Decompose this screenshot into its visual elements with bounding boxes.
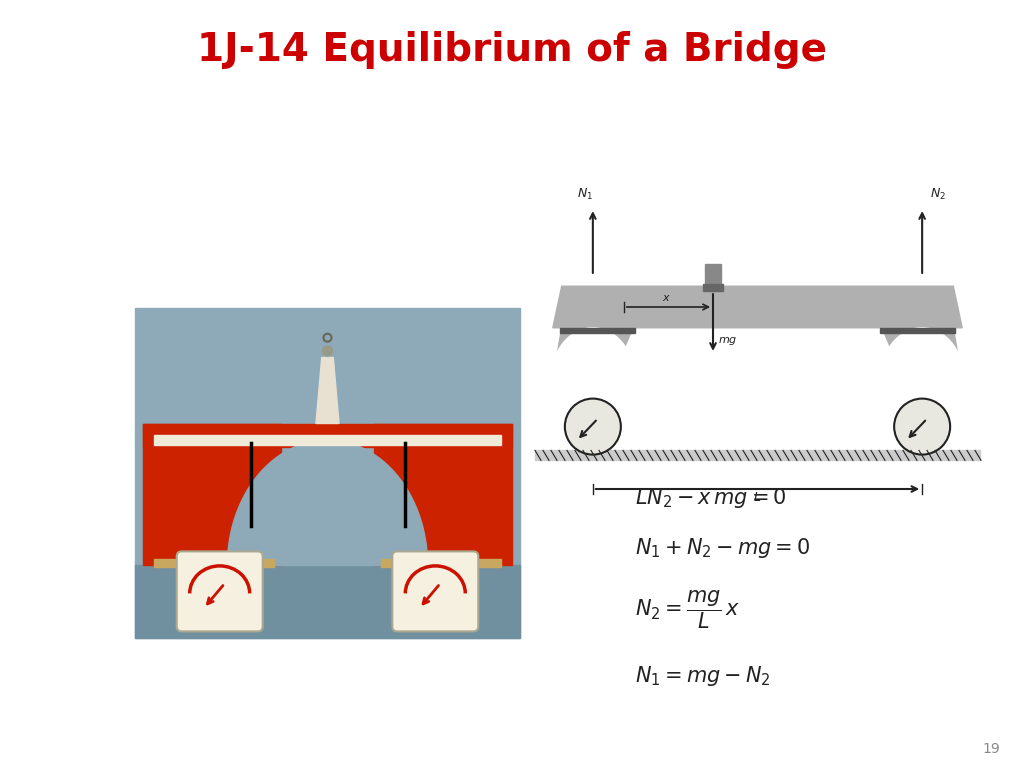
Text: 1J-14 Equilibrium of a Bridge: 1J-14 Equilibrium of a Bridge: [197, 31, 827, 69]
Text: $x$: $x$: [663, 293, 672, 303]
Polygon shape: [142, 423, 282, 565]
Polygon shape: [882, 328, 963, 380]
Text: $mg$: $mg$: [718, 336, 737, 347]
Text: $N_1 = mg - N_2$: $N_1 = mg - N_2$: [635, 664, 771, 688]
Circle shape: [565, 399, 621, 455]
Polygon shape: [135, 308, 520, 638]
Polygon shape: [155, 435, 501, 445]
Polygon shape: [142, 423, 512, 447]
Bar: [880, 328, 955, 333]
Bar: [155, 559, 273, 567]
Bar: [381, 559, 501, 567]
Polygon shape: [181, 440, 474, 565]
Text: $N_1$: $N_1$: [577, 187, 593, 202]
Bar: [703, 284, 723, 291]
Polygon shape: [551, 328, 635, 380]
Bar: [560, 328, 635, 333]
Polygon shape: [374, 423, 512, 565]
Text: $N_2 = \dfrac{mg}{L}\,x$: $N_2 = \dfrac{mg}{L}\,x$: [635, 589, 740, 631]
FancyBboxPatch shape: [177, 551, 263, 631]
Circle shape: [894, 399, 950, 455]
Bar: [705, 264, 721, 286]
Polygon shape: [880, 328, 965, 380]
Text: 19: 19: [982, 742, 1000, 756]
Circle shape: [323, 346, 333, 356]
Polygon shape: [553, 286, 963, 328]
Polygon shape: [553, 328, 633, 380]
FancyBboxPatch shape: [392, 551, 478, 631]
Text: $N_1 + N_2 - mg = 0$: $N_1 + N_2 - mg = 0$: [635, 536, 810, 560]
Text: $N_2$: $N_2$: [930, 187, 946, 202]
Bar: [535, 450, 980, 460]
Polygon shape: [135, 565, 520, 638]
Text: $LN_2 - x\,mg = 0$: $LN_2 - x\,mg = 0$: [635, 486, 786, 510]
Text: $L$: $L$: [754, 491, 762, 504]
Polygon shape: [316, 357, 339, 423]
